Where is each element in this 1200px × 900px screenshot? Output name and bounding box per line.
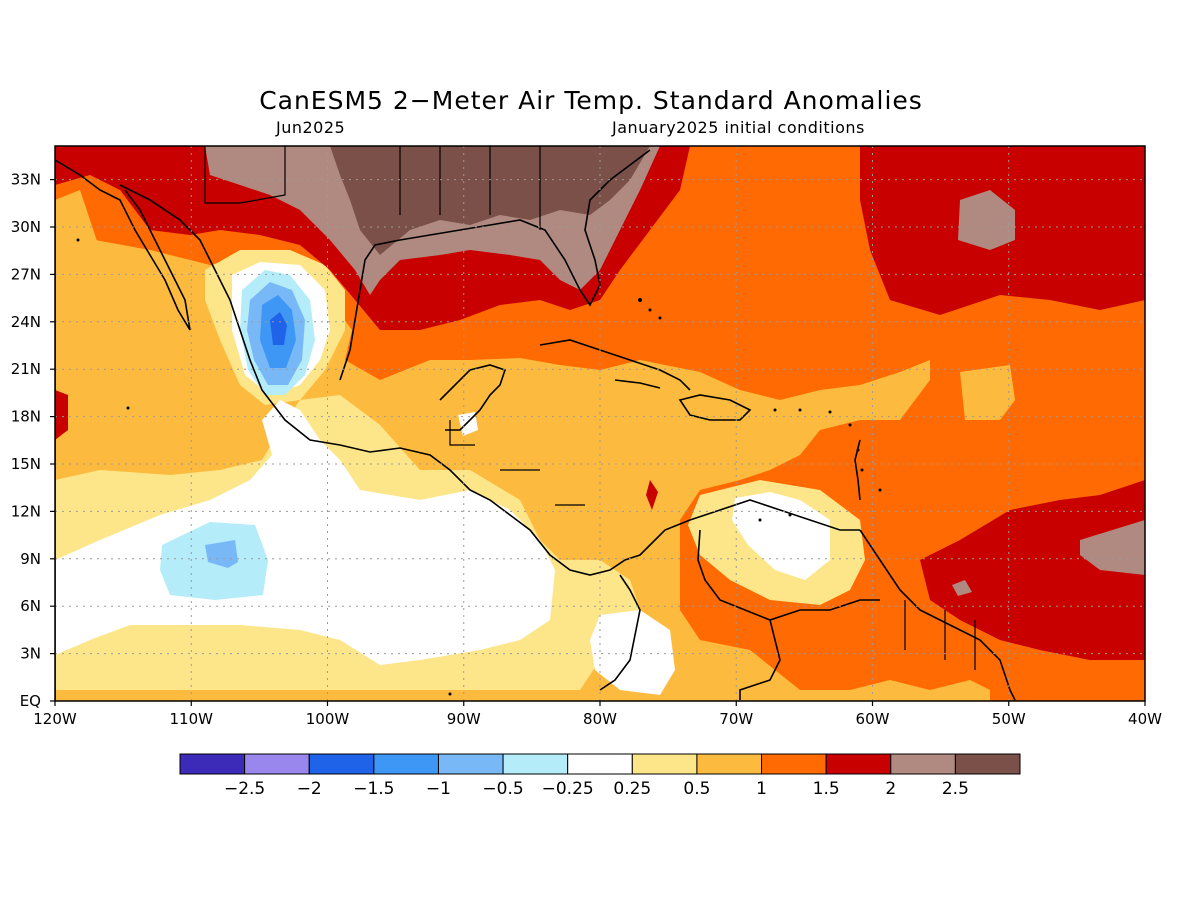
colorbar-label: −1.5 bbox=[353, 779, 394, 799]
colorbar-label: −0.5 bbox=[482, 779, 523, 799]
islands bbox=[76, 238, 882, 696]
lat-label: 21N bbox=[11, 360, 41, 378]
colorbar-swatch bbox=[373, 753, 439, 775]
forecast-month: Jun2025 bbox=[276, 118, 346, 137]
strong-anomaly-atlantic bbox=[958, 190, 1015, 250]
initial-conditions-label: January2025 initial conditions bbox=[612, 118, 865, 137]
colorbar-label: 0.25 bbox=[613, 779, 651, 799]
neutral-region-venezuela bbox=[732, 492, 830, 580]
colorbar-swatch bbox=[244, 753, 310, 775]
lat-label: 6N bbox=[20, 597, 41, 615]
lon-label: 100W bbox=[306, 710, 350, 728]
colorbar-label: −0.25 bbox=[542, 779, 594, 799]
lat-label: EQ bbox=[20, 692, 41, 710]
colorbar-label: 2.5 bbox=[942, 779, 969, 799]
warm-anomaly-caribbean bbox=[646, 480, 658, 510]
colorbar-swatch bbox=[954, 753, 1021, 775]
colorbar-label: 2 bbox=[885, 779, 896, 799]
colorbar-swatch bbox=[631, 753, 698, 775]
colorbar-label: −1 bbox=[426, 779, 451, 799]
lat-label: 18N bbox=[11, 408, 41, 426]
lat-label: 9N bbox=[20, 550, 41, 568]
colorbar-swatch bbox=[502, 753, 569, 775]
colorbar-swatch bbox=[890, 753, 956, 775]
colorbar-label: −2 bbox=[297, 779, 322, 799]
lat-label: 15N bbox=[11, 455, 41, 473]
colorbar-swatch bbox=[179, 753, 246, 775]
lat-label: 24N bbox=[11, 313, 41, 331]
lat-label: 27N bbox=[11, 265, 41, 283]
neutral-region-pacific bbox=[55, 400, 555, 665]
lon-label: 50W bbox=[992, 710, 1026, 728]
lat-label: 3N bbox=[20, 645, 41, 663]
colorbar-swatch bbox=[437, 753, 504, 775]
gridlines bbox=[55, 146, 1145, 701]
colorbar-label: 1 bbox=[756, 779, 767, 799]
lon-label: 110W bbox=[170, 710, 214, 728]
lon-label: 40W bbox=[1128, 710, 1162, 728]
colorbar-label: −2.5 bbox=[224, 779, 265, 799]
colorbar: −2.5 −2 −1.5 −1 −0.5 −0.25 0.25 0.5 1 1.5 2 2.5 bbox=[179, 753, 1021, 799]
colorbar-swatch bbox=[696, 753, 763, 775]
lon-label: 70W bbox=[719, 710, 753, 728]
cool-anomaly-mexico-peak bbox=[270, 312, 287, 345]
coastlines bbox=[55, 146, 1016, 701]
anomaly-field bbox=[55, 146, 1145, 701]
latitude-axis: 33N 30N 27N 24N 21N 18N 15N 12N 9N 6N 3N EQ bbox=[11, 171, 55, 710]
colorbar-swatch bbox=[308, 753, 375, 775]
colorbar-label: 0.5 bbox=[683, 779, 710, 799]
anomaly-band-0.5-1-east bbox=[960, 365, 1015, 420]
lat-label: 30N bbox=[11, 218, 41, 236]
lon-label: 60W bbox=[856, 710, 890, 728]
anomaly-band-0.5-1-west bbox=[55, 190, 150, 335]
map-title: CanESM5 2−Meter Air Temp. Standard Anoma… bbox=[259, 86, 923, 115]
cool-anomaly-pacific-core bbox=[205, 540, 238, 568]
strong-anomaly-small bbox=[952, 580, 972, 596]
warm-anomaly-pacific-edge bbox=[55, 390, 68, 440]
lat-label: 12N bbox=[11, 502, 41, 520]
lon-label: 80W bbox=[583, 710, 617, 728]
longitude-axis: 120W 110W 100W 90W 80W 70W 60W 50W 40W bbox=[33, 701, 1162, 728]
colorbar-swatch bbox=[761, 753, 827, 775]
neutral-region-colombia bbox=[590, 610, 675, 695]
colorbar-swatch bbox=[825, 753, 892, 775]
lon-label: 90W bbox=[447, 710, 481, 728]
lat-label: 33N bbox=[11, 171, 41, 189]
strong-anomaly-atlantic-east bbox=[1080, 520, 1145, 575]
colorbar-swatch bbox=[567, 753, 633, 775]
lon-label: 120W bbox=[33, 710, 77, 728]
colorbar-label: 1.5 bbox=[813, 779, 840, 799]
warm-anomaly-atlantic-south bbox=[920, 480, 1145, 660]
state-borders bbox=[204, 146, 976, 670]
